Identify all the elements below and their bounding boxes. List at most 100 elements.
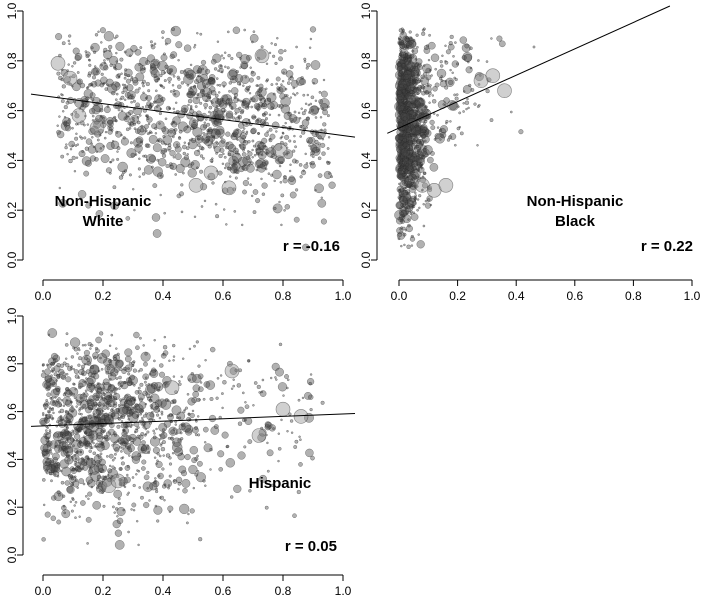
data-point (59, 439, 64, 443)
data-point (191, 409, 195, 413)
data-point (190, 162, 195, 166)
data-point (124, 91, 131, 98)
large-data-point (62, 70, 78, 86)
data-point (403, 73, 410, 80)
data-point (149, 102, 154, 107)
data-point (275, 130, 278, 133)
data-point (90, 46, 94, 50)
data-point (135, 102, 141, 108)
data-point (328, 181, 336, 189)
data-point (45, 471, 49, 475)
data-point (173, 92, 177, 96)
data-point (452, 54, 455, 58)
data-point (68, 158, 73, 164)
data-point (91, 114, 95, 118)
data-point (409, 195, 417, 203)
data-point (66, 425, 69, 429)
data-point (80, 370, 87, 377)
data-point (218, 466, 224, 472)
data-point (138, 157, 141, 161)
y-tick-label: 0.6 (5, 102, 19, 119)
data-point (196, 143, 201, 147)
data-point (253, 115, 257, 119)
data-point (172, 89, 176, 93)
data-point (142, 84, 145, 88)
data-point (81, 109, 85, 113)
data-point (178, 465, 187, 474)
data-point (113, 391, 117, 395)
data-point (249, 66, 252, 69)
data-point (86, 123, 90, 126)
data-point (413, 87, 419, 94)
data-point (326, 147, 330, 150)
data-point (114, 82, 120, 88)
data-point (77, 467, 82, 473)
data-point (172, 355, 176, 358)
data-point (417, 233, 420, 236)
data-point (135, 473, 138, 476)
data-point (167, 76, 172, 82)
data-point (78, 412, 81, 416)
data-point (186, 392, 190, 396)
data-point (214, 100, 219, 104)
data-point (203, 102, 209, 108)
data-point (251, 139, 255, 143)
data-point (209, 99, 213, 103)
large-data-point (71, 108, 87, 123)
data-point (238, 106, 242, 110)
data-point (146, 447, 150, 450)
data-point (65, 451, 69, 454)
data-point (309, 162, 316, 169)
data-point (102, 382, 106, 386)
data-point (113, 401, 118, 406)
data-point (63, 115, 67, 119)
data-point (396, 155, 402, 161)
data-point (60, 154, 65, 159)
data-point (124, 348, 133, 357)
data-point (148, 499, 151, 502)
data-point (496, 35, 503, 42)
data-point (106, 141, 115, 151)
data-point (146, 430, 150, 434)
data-point (162, 353, 165, 356)
data-point (99, 441, 104, 446)
data-point (293, 134, 296, 138)
data-point (208, 74, 216, 81)
data-point (398, 104, 402, 108)
data-point (90, 142, 94, 146)
y-tick-label: 1.0 (5, 2, 19, 19)
data-point (180, 157, 191, 168)
data-point (247, 139, 251, 144)
data-point (317, 173, 323, 178)
data-point (204, 118, 208, 121)
data-point (192, 373, 202, 384)
data-point (200, 205, 204, 208)
data-point (62, 396, 72, 406)
data-point (308, 46, 312, 49)
data-point (301, 396, 305, 400)
data-point (172, 375, 176, 378)
data-point (320, 400, 325, 405)
data-point (143, 165, 154, 175)
data-point (243, 418, 247, 422)
x-tick-label: 0.8 (275, 289, 292, 303)
data-point (192, 65, 202, 75)
data-point (99, 27, 106, 34)
data-point (108, 55, 119, 66)
data-point (414, 82, 418, 86)
data-point (314, 132, 318, 136)
data-point (199, 169, 204, 174)
data-point (223, 155, 227, 159)
data-point (60, 93, 63, 96)
data-point (192, 85, 197, 89)
data-point (275, 378, 278, 381)
data-point (260, 45, 264, 49)
data-point (422, 63, 432, 74)
data-point (429, 203, 433, 207)
data-point (168, 456, 172, 460)
data-point (427, 41, 436, 50)
data-point (128, 109, 134, 116)
data-point (230, 87, 239, 95)
data-point (406, 244, 411, 250)
data-point (163, 79, 167, 83)
